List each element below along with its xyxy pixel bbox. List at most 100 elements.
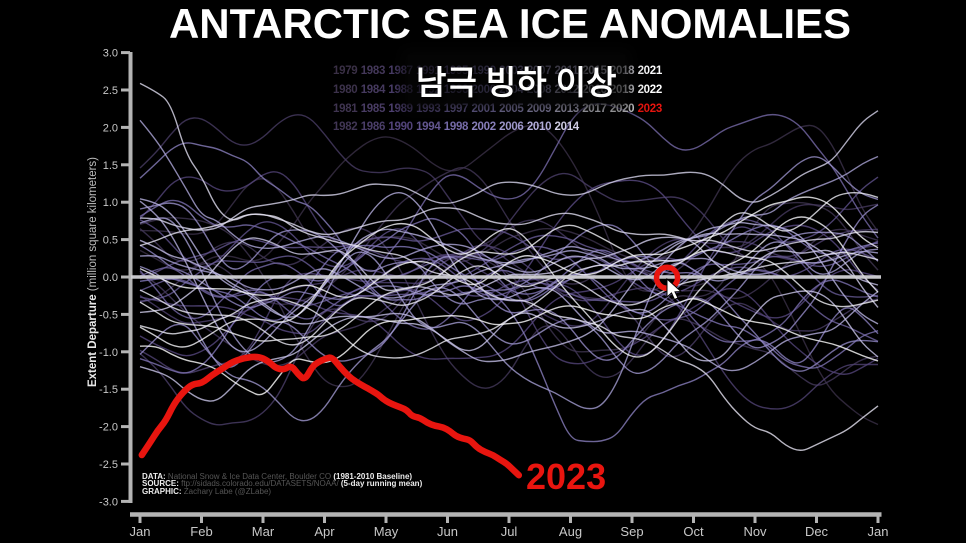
y-tick-label: 2.5 [103,85,118,97]
legend-year: 2013 [554,102,580,115]
legend-year: 1986 [360,121,386,134]
legend-year: 2006 [499,121,524,134]
credit-data-text: National Snow & Ice Data Center, Boulder… [165,472,334,481]
x-tick-label: Jul [501,524,518,539]
credit-source-label: SOURCE: [142,479,179,489]
mouse-cursor-icon [666,277,683,301]
y-tick-label: 3.0 [103,48,118,60]
y-axis-label: Extent Departure (million square kilomet… [87,157,99,387]
anomaly-line-2014 [139,110,879,231]
legend-row-4: 1982 1986 1990 1994 1998 2002 2006 2010 2014 [333,117,665,136]
anomaly-line-2017 [139,251,879,346]
legend-year: 1983 [360,65,386,77]
legend-year: 2022 [637,83,663,96]
legend-year: 1993 [416,102,441,115]
anomaly-line-2011 [139,232,879,363]
credit-line-data: DATA: National Snow & Ice Data Center, B… [142,472,422,481]
legend-year: 2005 [499,102,524,115]
anomaly-line-2006 [139,217,879,410]
legend-year: 1987 [388,65,413,77]
y-tick-label: 0.5 [103,235,118,247]
legend-year: 2017 [582,102,607,115]
anomaly-line-2005 [139,231,879,422]
y-tick-label: 2.0 [103,122,118,134]
anomaly-line-2001 [139,142,879,443]
y-tick-label: -1.5 [99,384,118,396]
legend-year: 1997 [443,102,469,115]
credit-line-source: SOURCE: ftp://sidads.colorado.edu/DATASE… [142,479,423,489]
anomaly-line-2018 [139,191,879,359]
anomaly-line-1988 [139,244,878,410]
legend-year: 2020 [609,102,635,115]
legend-year: 1994 [416,121,441,134]
x-tick-label: Mar [252,524,275,539]
legend-year: 1990 [388,121,413,134]
x-tick-label: Dec [805,524,829,539]
legend-year: 1979 [333,65,358,77]
anomaly-line-2016 [139,213,879,451]
anomaly-line-2021 [139,196,879,298]
credit-source-bold: (5-day running mean) [340,479,423,489]
credit-data-label: DATA: [142,472,166,481]
legend-year: 2001 [471,102,496,115]
y-tick-label: -3.0 [99,496,118,508]
y-tick-label: 0.0 [103,272,118,284]
anomaly-line-1992 [139,176,879,357]
anomaly-line-1997 [139,103,879,320]
legend-year: 1982 [333,121,358,134]
legend-year: 2009 [526,102,552,115]
credit-data-bold: (1981-2010 Baseline) [333,472,413,481]
anomaly-line-2019 [139,224,879,342]
legend-year: 1984 [360,83,386,96]
chart-title: ANTARCTIC SEA ICE ANOMALIES [168,0,852,47]
y-tick-label: -2.0 [99,422,118,434]
x-tick-label: Jan [130,524,151,539]
anomaly-line-2000 [139,224,879,322]
x-tick-label: Jan [868,524,889,539]
anomaly-line-2022 [139,298,879,396]
anomaly-line-1994 [139,218,879,302]
y-tick-label: -2.5 [99,459,118,471]
anomaly-line-2020 [139,216,879,358]
anomaly-line-2002 [139,224,879,372]
anomaly-line-1983 [139,227,879,389]
korean-subtitle: 남극 빙하 이상 [408,55,625,105]
legend-year: 2010 [526,121,552,134]
x-tick-label: Aug [559,524,582,539]
x-tick-label: May [374,524,399,539]
legend-year: 2021 [637,65,663,77]
legend-year: 2014 [554,121,580,134]
anomaly-line-2003 [139,204,879,368]
x-tick-label: Sep [620,524,643,539]
y-tick-label: -1.0 [99,347,118,359]
legend-year: 1988 [388,83,413,96]
y-tick-label: 1.5 [103,160,118,172]
legend-row-3: 1981 1985 1989 1993 1997 2001 2005 2009 2013 2017… [333,99,665,118]
legend-year: 1989 [388,102,413,115]
credits-block: DATA: National Snow & Ice Data Center, B… [142,472,423,496]
anomaly-line-2010 [139,198,879,325]
legend-year: 1985 [360,102,386,115]
legend-year: 2002 [471,121,496,134]
anomaly-line-1993 [139,227,879,296]
y-tick-label: -0.5 [99,309,118,321]
annotation-2023-label: 2023 [526,456,607,497]
x-tick-label: Apr [314,524,335,539]
credit-graphic-label: GRAPHIC: [142,486,182,496]
legend-year: 1981 [333,102,358,115]
anomaly-line-1980 [139,124,879,263]
y-tick-label: 1.0 [103,197,118,209]
x-tick-label: Nov [743,524,767,539]
credit-line-graphic: GRAPHIC: Zachary Labe (@ZLabe) [142,486,422,496]
x-tick-label: Feb [190,524,212,539]
x-tick-label: Oct [683,524,704,539]
legend-year: 2023 [637,102,663,115]
anomaly-line-2013 [139,236,879,314]
credit-source-text: ftp://sidads.colorado.edu/DATASETS/NOAA/ [178,479,341,489]
legend-year: 1998 [443,121,469,134]
credit-graphic-text: Zachary Labe (@ZLabe) [181,486,272,496]
x-tick-label: Jun [437,524,458,539]
series-2023-line [138,353,523,479]
